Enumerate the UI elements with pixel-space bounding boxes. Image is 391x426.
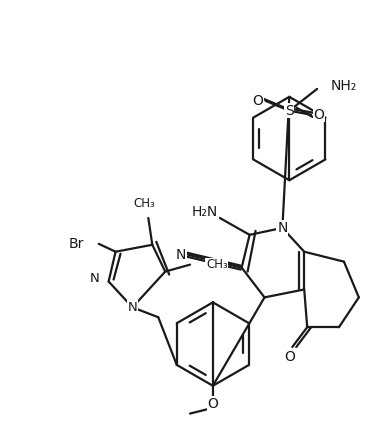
Text: Br: Br — [68, 237, 84, 251]
Text: N: N — [277, 221, 287, 235]
Text: H₂N: H₂N — [192, 205, 218, 219]
Text: N: N — [127, 301, 137, 314]
Text: NH₂: NH₂ — [331, 79, 357, 93]
Text: O: O — [252, 94, 263, 108]
Text: O: O — [314, 108, 325, 122]
Text: O: O — [208, 397, 218, 411]
Text: O: O — [284, 350, 295, 364]
Text: N: N — [90, 272, 100, 285]
Text: CH₃: CH₃ — [133, 197, 155, 210]
Text: S: S — [285, 104, 294, 118]
Text: CH₃: CH₃ — [206, 258, 228, 271]
Text: N: N — [176, 248, 186, 262]
